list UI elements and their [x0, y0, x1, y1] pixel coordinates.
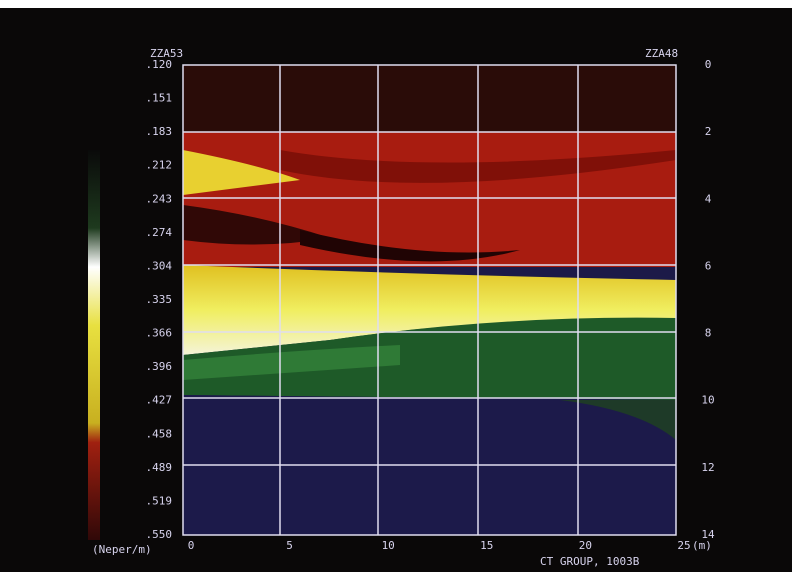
- left-axis-label: .151: [146, 92, 173, 105]
- left-axis-label: .519: [146, 494, 173, 507]
- left-axis-label: .489: [146, 461, 173, 474]
- bottom-axis-label: 15: [480, 539, 493, 552]
- left-axis-label: .183: [146, 125, 173, 138]
- left-axis-label: .427: [146, 394, 173, 407]
- ct-display: ZZA53 ZZA48 (Neper/m) (m) CT GROUP, 1003…: [0, 0, 792, 572]
- bottom-axis-label: 5: [286, 539, 293, 552]
- left-axis-label: .120: [146, 58, 173, 71]
- bottom-axis-label: 0: [188, 539, 195, 552]
- bottom-axis-label: 20: [579, 539, 592, 552]
- right-axis-label: 12: [701, 461, 714, 474]
- bottom-axis-label: 25: [677, 539, 690, 552]
- left-axis-label: .550: [146, 528, 173, 541]
- right-axis-label: 6: [705, 259, 712, 272]
- right-axis-label: 8: [705, 327, 712, 340]
- right-axis-label: 14: [701, 528, 715, 541]
- left-axis-label: .458: [146, 427, 173, 440]
- left-axis-label: .366: [146, 327, 173, 340]
- color-bar: [88, 150, 100, 540]
- right-axis-label: 4: [705, 192, 712, 205]
- top-right-label: ZZA48: [645, 47, 678, 60]
- left-axis-label: .274: [146, 226, 173, 239]
- footer-label: CT GROUP, 1003B: [540, 555, 640, 568]
- left-axis-label: .212: [146, 159, 173, 172]
- left-axis-label: .304: [146, 259, 173, 272]
- left-axis-label: .243: [146, 192, 173, 205]
- right-axis-label: 10: [701, 394, 714, 407]
- right-axis-label: 0: [705, 58, 712, 71]
- bottom-axis-label: 10: [382, 539, 395, 552]
- left-axis-label: .335: [146, 293, 173, 306]
- right-axis-label: 2: [705, 125, 712, 138]
- left-unit: (Neper/m): [92, 543, 152, 556]
- left-axis-label: .396: [146, 360, 173, 373]
